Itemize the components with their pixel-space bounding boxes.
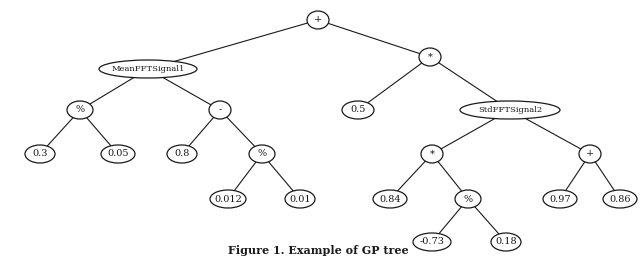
- Text: 0.84: 0.84: [379, 194, 401, 204]
- Text: *: *: [429, 150, 435, 159]
- Ellipse shape: [67, 101, 93, 119]
- Ellipse shape: [307, 11, 329, 29]
- Text: 0.8: 0.8: [174, 150, 189, 159]
- Text: +: +: [586, 150, 594, 159]
- Ellipse shape: [167, 145, 197, 163]
- Ellipse shape: [342, 101, 374, 119]
- Ellipse shape: [285, 190, 315, 208]
- Text: 0.01: 0.01: [289, 194, 311, 204]
- Text: %: %: [463, 194, 472, 204]
- Ellipse shape: [413, 233, 451, 251]
- Text: -0.73: -0.73: [419, 237, 445, 247]
- Text: 0.18: 0.18: [495, 237, 517, 247]
- Text: *: *: [428, 52, 433, 62]
- Ellipse shape: [455, 190, 481, 208]
- Text: 0.012: 0.012: [214, 194, 242, 204]
- Text: 0.86: 0.86: [609, 194, 631, 204]
- Text: 0.05: 0.05: [108, 150, 129, 159]
- Ellipse shape: [421, 145, 443, 163]
- Ellipse shape: [543, 190, 577, 208]
- Text: +: +: [314, 15, 322, 25]
- Text: Figure 1. Example of GP tree: Figure 1. Example of GP tree: [228, 245, 408, 256]
- Text: 0.3: 0.3: [32, 150, 48, 159]
- Ellipse shape: [579, 145, 601, 163]
- Text: MeanFFTSignal1: MeanFFTSignal1: [111, 65, 185, 73]
- Ellipse shape: [491, 233, 521, 251]
- Ellipse shape: [603, 190, 637, 208]
- Ellipse shape: [460, 101, 560, 119]
- Ellipse shape: [210, 190, 246, 208]
- Ellipse shape: [101, 145, 135, 163]
- Ellipse shape: [419, 48, 441, 66]
- Text: 0.5: 0.5: [350, 106, 365, 114]
- Ellipse shape: [99, 60, 197, 78]
- Ellipse shape: [249, 145, 275, 163]
- Text: StdFFTSignal2: StdFFTSignal2: [478, 106, 542, 114]
- Text: -: -: [218, 106, 221, 114]
- Ellipse shape: [373, 190, 407, 208]
- Text: %: %: [76, 106, 84, 114]
- Ellipse shape: [209, 101, 231, 119]
- Text: %: %: [257, 150, 267, 159]
- Ellipse shape: [25, 145, 55, 163]
- Text: 0.97: 0.97: [549, 194, 571, 204]
